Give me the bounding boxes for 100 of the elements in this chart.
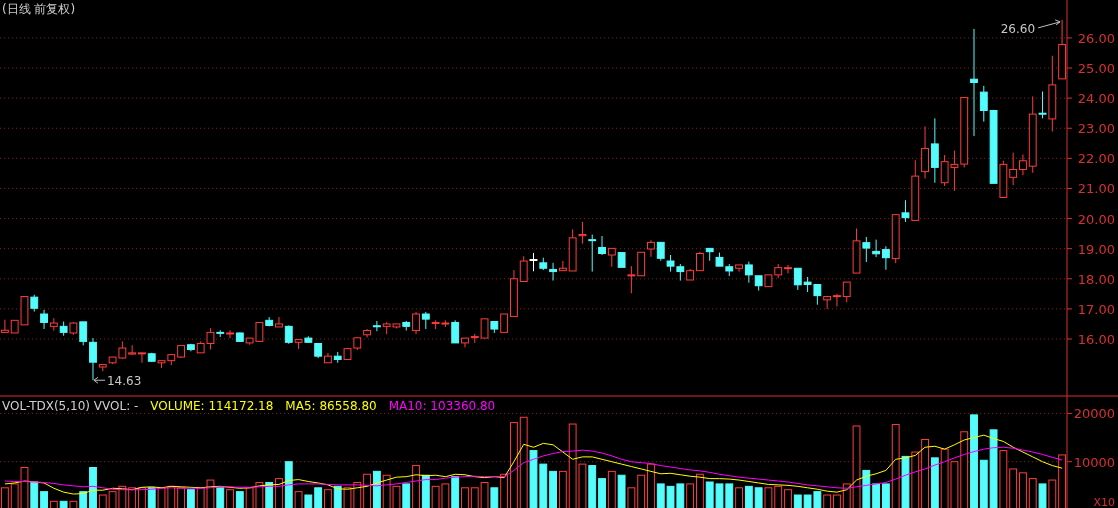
bar [147,487,156,508]
bar [744,485,753,508]
bar [49,500,58,508]
candlestick [40,309,48,330]
bar [519,416,528,508]
bar [363,473,372,508]
bar [979,459,988,508]
bar [1009,468,1018,508]
candlestick [275,316,283,328]
bar [1028,478,1037,508]
bar [1038,483,1047,508]
bar [989,429,998,508]
bar [607,470,616,508]
bar [784,489,792,508]
bar [128,487,137,508]
bar [69,500,78,508]
bar [30,481,39,508]
line-series [4,446,1063,491]
y-tick-label: 19.00 [1077,241,1115,257]
candlestick [500,313,509,333]
bar [1058,454,1067,508]
bar [999,450,1008,508]
bar [891,424,900,508]
candlestick [598,235,606,256]
candlestick [558,260,567,272]
bar [510,422,518,508]
y-tick-label: 16.00 [1077,332,1115,347]
y-tick-label: 10000 [1073,454,1115,470]
bar [451,476,460,508]
annotation: 26.60 [1000,21,1036,36]
candlestick [588,234,597,273]
annotation: VOLUME: 114172.18 [150,399,274,413]
line-series [4,434,1063,495]
bar [549,470,557,508]
bar [324,489,332,508]
bar [314,487,323,508]
candlestick [412,311,420,335]
candlestick [451,319,460,344]
candlestick [89,337,97,381]
bar [647,463,655,508]
candlestick [578,221,587,245]
bar [177,487,186,508]
candlestick [637,251,646,277]
y-tick-label: 26.00 [1077,30,1115,46]
candlestick [930,117,939,184]
candlestick [862,236,871,263]
bar [333,485,342,508]
bar [1048,479,1057,508]
bar [970,414,978,508]
candlestick [1009,152,1018,186]
text: MA10: 103360.80 [388,399,496,413]
candlestick [921,125,929,180]
y-axis-title: X10 [1093,496,1115,508]
y-tick-label: 25.00 [1077,61,1115,77]
bar [59,500,68,508]
bar [226,489,234,508]
bar [421,474,430,508]
bar [186,489,195,508]
bar [793,494,802,508]
bar [1019,472,1027,508]
bar [500,473,509,508]
bar [823,494,832,508]
bar [637,474,646,508]
candlestick [519,255,528,282]
y-tick-label: 17.00 [1077,301,1115,317]
text: MA5: 86558.80 [285,399,377,413]
candlestick [970,28,978,137]
bar [216,487,225,508]
bar [402,483,411,508]
bar [412,465,420,508]
bar [235,491,244,508]
chart-title: (日线 前复权) [2,2,76,16]
candlestick [549,262,557,282]
bar [275,478,283,508]
candlestick [901,199,910,223]
annotation: 14.63 [107,374,142,389]
candlestick [79,321,88,346]
bar [294,491,303,508]
candlestick [744,261,753,284]
bar [881,483,890,508]
chart-title: VOL-TDX(5,10) VVOL: - [2,399,139,413]
bar [754,487,763,508]
candlestick [284,324,293,345]
bar [89,467,97,508]
candlestick [372,320,381,332]
bar [490,487,499,508]
candlestick [842,281,851,303]
bar [588,465,597,508]
bar [461,487,469,508]
bar [598,478,606,508]
candlestick [138,352,146,364]
bar [921,439,929,508]
bar [627,487,636,508]
y-tick-label: 22.00 [1077,151,1115,167]
bar [265,481,274,508]
bar [0,487,9,508]
bar [695,473,704,508]
y-tick-label: 18.00 [1077,271,1115,287]
candlestick [833,293,841,307]
candlestick [979,85,988,123]
